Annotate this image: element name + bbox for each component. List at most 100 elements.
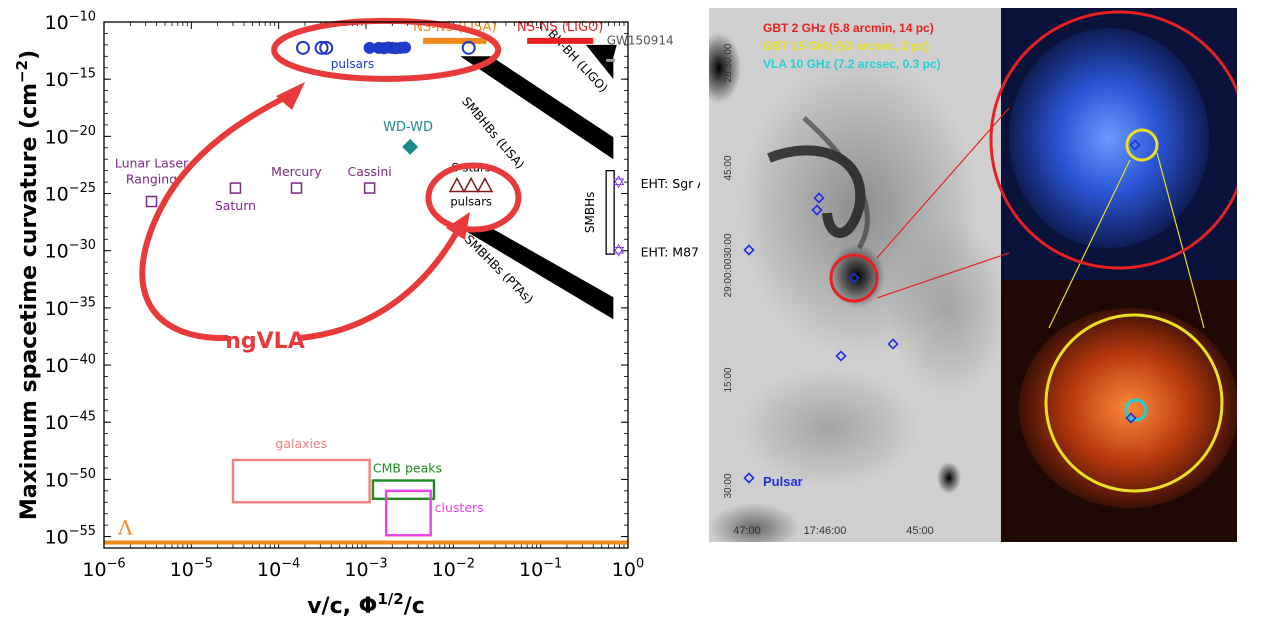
zoom-line (876, 252, 1010, 299)
bh-bh-ligo-band (585, 44, 617, 80)
dec-tick: 30:00 (723, 473, 734, 498)
pulsar-markers (743, 139, 1141, 484)
ngvla-arrowhead-upper (276, 82, 305, 110)
eht-label: EHT: M87 (641, 245, 699, 260)
pulsar-diamond-marker (848, 272, 860, 284)
dec-tick: 30:00 (723, 233, 734, 258)
eht-star-marker: ✡ (611, 242, 625, 262)
galaxies-label: galaxies (275, 436, 327, 451)
red-beam-circle-zoom (989, 10, 1237, 270)
s-stars-marker (476, 176, 494, 193)
pulsar-open-marker (296, 40, 311, 55)
y-tick-label: 10−25 (45, 181, 96, 206)
pulsar-filled-marker (399, 41, 412, 54)
ngvla-arrowhead-lower (446, 212, 470, 240)
y-tick-label: 10−20 (45, 124, 96, 149)
y-tick-label: 10−15 (45, 67, 96, 92)
curvature-chart: Maximum spacetime curvature (cm−2) v/c, … (13, 9, 700, 619)
blue-emission (1009, 28, 1209, 248)
ngvla-arrow-lower (299, 228, 461, 341)
dec-tick: 29:00:00 (723, 258, 734, 297)
plot-area: ΛBH-BH (LIGO)SMBHBs (LISA)SMBHBs (PTAs)G… (104, 17, 700, 545)
ra-tick: 47:00 (733, 525, 761, 537)
ns-ns-ligo-label: NS-NS (LIGO) (517, 20, 603, 35)
legend-line-2: GBT 15 GHz (50 arcsec, 2 pc) (763, 39, 929, 53)
x-tick-label: 10−1 (519, 556, 562, 581)
pulsars-label: pulsars (331, 57, 374, 71)
x-tick-label: 10−6 (82, 556, 125, 581)
x-tick-label: 10−5 (170, 556, 213, 581)
pulsar-diamond-marker (1129, 139, 1141, 151)
ngvla-pulsar-ellipse (271, 17, 502, 82)
x-axis-label: v/c, Φ1/2/c (307, 590, 425, 619)
y-tick-label: 10−50 (45, 467, 96, 492)
legend-line-3: VLA 10 GHz (7.2 arcsec, 0.3 pc) (763, 57, 941, 71)
lambda-label: Λ (117, 516, 133, 540)
pulsar-diamond-marker (813, 192, 825, 204)
smbh-label: SMBHs (583, 192, 597, 233)
filament-arc (802, 116, 870, 250)
solar-system-label: Mercury (271, 164, 322, 179)
pulsar-diamond-marker (743, 472, 755, 484)
y-tick-label: 10−35 (45, 295, 96, 320)
dark-source (709, 33, 741, 103)
y-tick-label: 10−40 (45, 352, 96, 377)
pulsar-filled-marker (363, 41, 376, 54)
y-tick-label: 10−45 (45, 410, 96, 435)
wd-wd-label: WD-WD (383, 120, 433, 135)
s-stars-pulsars-label: pulsars (450, 195, 492, 209)
cmb-peaks-label: CMB peaks (373, 460, 442, 475)
diffuse-emission (739, 368, 919, 488)
solar-system-marker (145, 195, 158, 208)
solar-system-marker (290, 182, 303, 194)
zoom-line (1048, 159, 1131, 329)
red-beam-circle (829, 253, 879, 303)
cyan-beam-circle (1124, 398, 1148, 422)
x-tick-label: 10−4 (257, 556, 300, 581)
y-tick-label: 10−10 (45, 9, 96, 34)
pulsar-legend-label: Pulsar (763, 474, 803, 489)
gw150914-label: GW150914 (607, 33, 674, 47)
pulsar-diamond-marker (743, 244, 755, 256)
ngvla-arrow-upper (139, 92, 292, 342)
CMB-peaks-box (371, 479, 436, 501)
galaxies-box (231, 458, 371, 504)
axis-ticks: 10−6 10−5 10−4 10−3 10−2 10−1 100 10−10 10−15 10−… (45, 9, 645, 581)
smbhb-pta-band (460, 227, 614, 320)
dark-source (709, 503, 799, 542)
solar-system-label: Ranging (126, 172, 177, 187)
y-tick-label: 10−55 (45, 524, 96, 549)
plot-frame (103, 21, 629, 549)
yellow-beam-circle-zoom (1044, 313, 1224, 493)
y-tick-label: 10−30 (45, 238, 96, 263)
x-tick-label: 100 (612, 556, 644, 581)
pulsar-open-marker (314, 40, 329, 55)
pulsar-diamond-marker (1125, 412, 1137, 424)
smbhb-lisa-band (460, 56, 614, 160)
yellow-beam-circle (1125, 128, 1159, 162)
dec-tick: 15:00 (723, 367, 734, 392)
smbh-range-box (605, 170, 615, 255)
ra-tick: 45:00 (906, 525, 934, 537)
eht-label: EHT: Sgr A* (641, 176, 700, 191)
pulsar-open-marker (461, 40, 476, 55)
clusters-label: clusters (435, 500, 484, 515)
ngvla-sstars-ellipse (425, 162, 522, 233)
pulsar-diamond-marker (835, 350, 847, 362)
dec-tick: 28:30:00 (723, 43, 734, 82)
zoom-line (1156, 152, 1205, 329)
ra-tick: 17:46:00 (804, 525, 847, 537)
clusters-box (384, 489, 432, 537)
x-axis-title: v/c, Φ1/2/c (307, 590, 425, 619)
sky-image-panel: GBT 2 GHz (5.8 arcmin, 14 pc) GBT 15 GHz… (709, 8, 1237, 542)
dark-source (937, 462, 961, 494)
y-axis-label: Maximum spacetime curvature (cm−2) (13, 50, 42, 520)
solar-system-marker (363, 182, 376, 194)
filament-arc (767, 145, 866, 238)
ngvla-label: ngVLA (225, 329, 304, 354)
wd-wd-marker (402, 138, 419, 155)
eht-star-marker: ✡ (611, 173, 625, 193)
diffuse-emission (889, 218, 1009, 398)
solar-system-marker (229, 182, 242, 194)
x-tick-label: 10−3 (344, 556, 387, 581)
